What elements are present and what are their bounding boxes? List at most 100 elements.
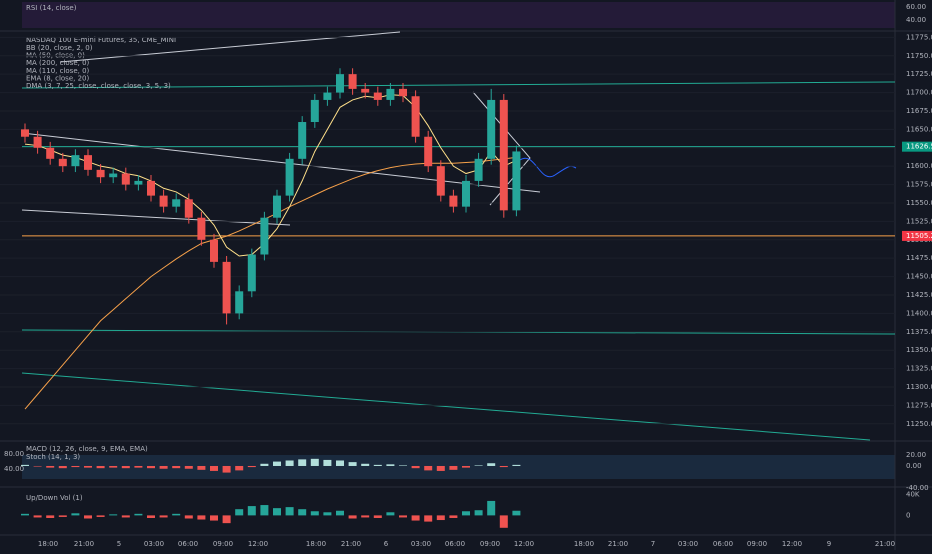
macd-bar [247,465,256,468]
indicator-line [24,94,517,257]
volume-bar [512,510,521,516]
x-tick-label: 06:00 [713,540,733,548]
y-tick-label: 11475.00 [906,254,932,262]
candle-body [298,122,307,159]
volume-bar [310,511,319,516]
volume-bar [235,509,244,516]
candle-body [184,199,193,218]
stoch-tick: 80.00 [4,450,24,458]
volume-bar [462,511,470,516]
volume-bar [96,515,105,517]
y-tick-label: 11600.00 [906,162,932,170]
indicator-label: DMA (3, 7, 25, close, close, close, 3, 5… [26,82,171,90]
x-tick-label: 06:00 [445,540,465,548]
candle-body [172,199,181,207]
y-tick-label: 11525.00 [906,217,932,225]
macd-bar [184,465,193,469]
macd-bar [121,465,130,469]
volume-bar [222,515,231,524]
macd-bar [361,463,370,466]
macd-bar [46,465,55,468]
candle-body [84,155,92,170]
candle-body [323,92,332,100]
candle-body [273,195,281,218]
rsi-tick: 40.00 [906,16,926,24]
volume-bar [109,514,118,516]
candle-body [449,195,458,207]
macd-bar [71,465,80,468]
macd-bar [285,460,294,466]
x-tick-label: 5 [117,540,121,548]
macd-bar [197,465,206,470]
macd-bar [58,465,67,469]
candle-body [474,158,483,181]
volume-bar [323,512,332,516]
candle-body [436,166,445,196]
macd-bar [449,465,458,470]
macd-bar [172,465,181,469]
candle-body [487,99,496,159]
volume-bar [71,513,80,516]
macd-bar [134,465,143,468]
candle-body [147,180,155,196]
macd-bar [462,465,470,468]
macd-bar [210,465,218,471]
macd-bar [147,465,155,469]
volume-bar [210,515,218,521]
trend-line [21,81,896,89]
macd-bar [323,459,332,466]
candle-body [310,99,319,123]
x-tick-label: 09:00 [480,540,500,548]
macd-tick: 20.00 [906,451,926,459]
candle-body [235,291,244,314]
trend-line [21,372,871,441]
candle-body [285,158,294,196]
indicator-line [24,156,517,410]
volume-bar [399,515,407,518]
y-tick-label: 11675.00 [906,107,932,115]
macd-bar [109,465,118,468]
price-label: 11626.50 [906,143,932,151]
trend-line [21,209,291,226]
macd-bar [499,465,508,468]
y-tick-label: 11375.00 [906,328,932,336]
macd-tick: 0.00 [906,462,922,470]
volume-bar [285,507,294,516]
rsi-title: RSI (14, close) [26,4,77,12]
volume-bar [46,515,55,518]
candle-body [399,88,407,97]
x-tick-label: 21:00 [74,540,94,548]
x-tick-label: 7 [651,540,655,548]
volume-bar [386,512,395,516]
volume-bar [499,515,508,528]
volume-bar [134,513,143,516]
candle-body [210,239,218,262]
candle-body [109,173,118,178]
volume-bar [273,508,281,516]
candle-body [197,217,206,240]
rsi-tick: 60.00 [906,3,926,11]
candle-body [58,158,67,167]
volume-title: Up/Down Vol (1) [26,494,83,502]
macd-bar [487,463,496,466]
macd-bar [260,463,269,466]
y-tick-label: 11275.00 [906,401,932,409]
volume-bar [487,500,496,516]
y-tick-label: 11300.00 [906,383,932,391]
x-tick-label: 21:00 [341,540,361,548]
candle-body [71,155,80,167]
volume-tick: 40K [906,491,920,499]
x-tick-label: 18:00 [306,540,326,548]
x-tick-label: 09:00 [213,540,233,548]
volume-bar [449,515,458,518]
candle-body [512,151,521,211]
candle-body [424,136,433,167]
y-tick-label: 11400.00 [906,309,932,317]
candle-body [462,180,470,207]
macd-bar [424,465,433,471]
macd-bar [96,465,105,469]
y-tick-label: 11775.00 [906,33,932,41]
y-tick-label: 11650.00 [906,125,932,133]
volume-bar [121,515,130,518]
